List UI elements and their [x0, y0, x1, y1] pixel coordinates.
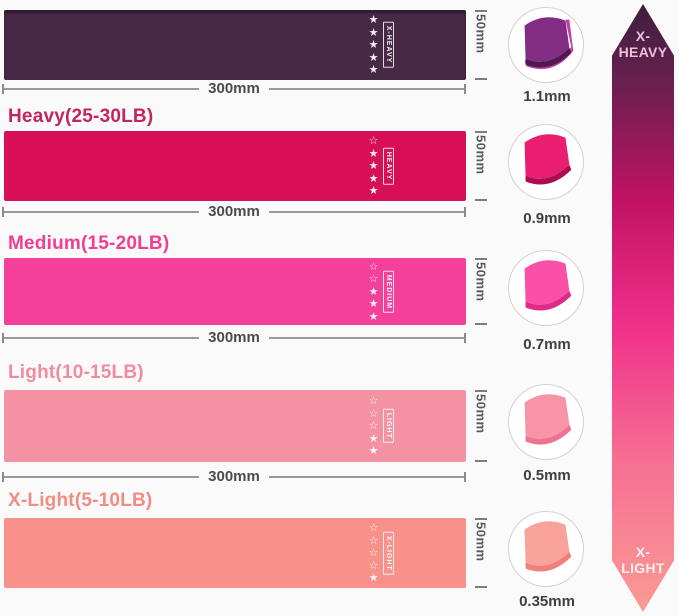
- band-print-label: LIGHT: [383, 409, 394, 443]
- label-light: Light(10-15LB): [8, 362, 144, 383]
- height-dimension: 50mm: [470, 390, 492, 462]
- folded-band-icon: [524, 521, 572, 572]
- folded-band-photo-x-heavy: [508, 7, 584, 83]
- height-value: 50mm: [473, 262, 489, 302]
- arrow-top-label: X- HEAVY: [618, 28, 668, 60]
- width-value: 300mm: [208, 202, 260, 220]
- band-print: ★★★★★ X-HEAVY: [367, 14, 394, 77]
- label-heavy: Heavy(25-30LB): [8, 106, 154, 127]
- height-value: 50mm: [473, 394, 489, 434]
- folded-band-icon: [524, 260, 572, 311]
- band-print: ☆☆☆☆★ X-LIGHT: [367, 522, 394, 585]
- band-print-label: X-LIGHT: [383, 531, 394, 575]
- band-light: ☆☆☆★★ LIGHT: [4, 390, 466, 462]
- folded-band-photo-x-light: [508, 511, 584, 587]
- folded-band-photo-medium: [508, 250, 584, 326]
- band-medium: ☆☆★★★ MEDIUM: [4, 258, 466, 325]
- strength-stars: ☆☆☆☆★: [368, 521, 379, 584]
- thickness-value: 0.5mm: [523, 467, 571, 484]
- width-dimension: 300mm: [2, 79, 467, 98]
- band-heavy: ☆★★★★ HEAVY: [4, 131, 466, 201]
- height-value: 50mm: [473, 522, 489, 562]
- height-value: 50mm: [473, 135, 489, 175]
- width-value: 300mm: [208, 328, 260, 346]
- height-dimension: 50mm: [470, 10, 492, 80]
- strength-stars: ★★★★★: [368, 13, 379, 76]
- height-value: 50mm: [473, 14, 489, 54]
- thickness-value: 0.7mm: [523, 336, 571, 353]
- folded-band-icon: [524, 134, 572, 185]
- thickness-value: 1.1mm: [523, 88, 571, 105]
- label-medium: Medium(15-20LB): [8, 233, 170, 254]
- width-value: 300mm: [208, 79, 260, 97]
- band-print: ☆☆★★★ MEDIUM: [367, 260, 394, 323]
- height-dimension: 50mm: [470, 131, 492, 201]
- width-value: 300mm: [208, 467, 260, 485]
- band-print-label: X-HEAVY: [383, 22, 394, 68]
- width-dimension: 300mm: [2, 202, 467, 221]
- label-x-light: X-Light(5-10LB): [8, 490, 153, 511]
- band-print-label: MEDIUM: [383, 270, 394, 313]
- width-dimension: 300mm: [2, 467, 467, 486]
- folded-band-icon: [524, 17, 574, 70]
- thickness-value: 0.35mm: [519, 593, 575, 610]
- height-dimension: 50mm: [470, 258, 492, 325]
- folded-band-photo-heavy: [508, 124, 584, 200]
- band-print: ☆★★★★ HEAVY: [367, 135, 394, 198]
- folded-band-photo-light: [508, 384, 584, 460]
- strength-stars: ☆☆☆★★: [368, 394, 379, 457]
- strength-gradient-arrow: X- HEAVY X- LIGHT: [612, 4, 674, 612]
- band-x-light: ☆☆☆☆★ X-LIGHT: [4, 518, 466, 588]
- strength-stars: ☆★★★★: [368, 134, 379, 197]
- folded-band-icon: [524, 394, 572, 445]
- width-dimension: 300mm: [2, 328, 467, 347]
- band-x-heavy: ★★★★★ X-HEAVY: [4, 10, 466, 80]
- arrow-bottom-label: X- LIGHT: [621, 544, 665, 576]
- height-dimension: 50mm: [470, 518, 492, 588]
- thickness-value: 0.9mm: [523, 210, 571, 227]
- strength-stars: ☆☆★★★: [368, 260, 379, 323]
- band-print: ☆☆☆★★ LIGHT: [367, 395, 394, 458]
- band-print-label: HEAVY: [383, 147, 394, 185]
